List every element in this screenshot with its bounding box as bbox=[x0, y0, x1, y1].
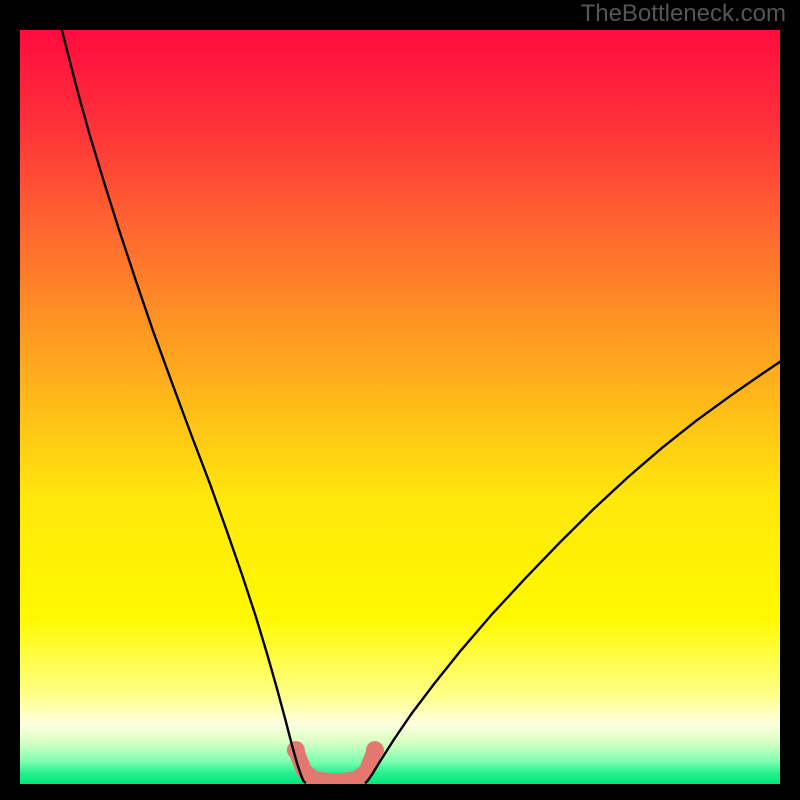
chart-plot-area bbox=[20, 30, 780, 784]
watermark-text: TheBottleneck.com bbox=[581, 0, 786, 28]
chart-curves-layer bbox=[20, 30, 780, 784]
